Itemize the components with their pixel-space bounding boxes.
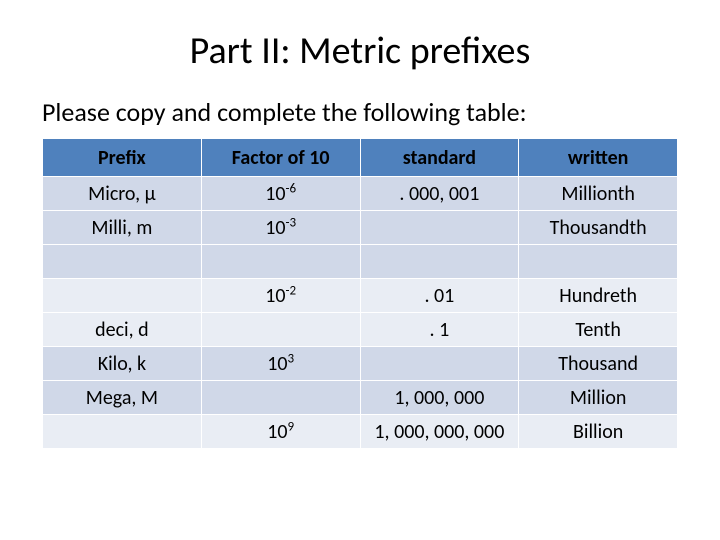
cell-prefix: Kilo, k: [43, 347, 202, 381]
cell-written: Thousandth: [519, 211, 678, 245]
cell-prefix: Micro, µ: [43, 177, 202, 211]
table-row: Milli, m10-3Thousandth: [43, 211, 678, 245]
col-written: written: [519, 139, 678, 177]
cell-standard: 1, 000, 000: [360, 381, 519, 415]
cell-factor: [201, 381, 360, 415]
factor-exponent: 9: [287, 419, 294, 434]
table-row: Kilo, k103Thousand: [43, 347, 678, 381]
table-row: [43, 245, 678, 279]
factor-exponent: 3: [287, 351, 294, 366]
cell-standard: . 000, 001: [360, 177, 519, 211]
cell-factor: 103: [201, 347, 360, 381]
factor-base: 10: [265, 182, 285, 206]
factor-base: 10: [265, 216, 285, 240]
factor-base: 10: [267, 352, 287, 376]
cell-prefix: deci, d: [43, 313, 202, 347]
table-row: Mega, M 1, 000, 000Million: [43, 381, 678, 415]
metric-prefix-table: Prefix Factor of 10 standard written Mic…: [42, 138, 678, 449]
table-row: deci, d . 1Tenth: [43, 313, 678, 347]
cell-standard: 1, 000, 000, 000: [360, 415, 519, 449]
cell-factor: 10-2: [201, 279, 360, 313]
table-row: 1091, 000, 000, 000Billion: [43, 415, 678, 449]
cell-standard: [360, 347, 519, 381]
table-row: 10-2. 01Hundreth: [43, 279, 678, 313]
page-title: Part II: Metric prefixes: [0, 28, 720, 74]
cell-factor: 10-6: [201, 177, 360, 211]
cell-prefix: [43, 245, 202, 279]
cell-standard: [360, 211, 519, 245]
cell-standard: . 01: [360, 279, 519, 313]
cell-written: Billion: [519, 415, 678, 449]
cell-prefix: [43, 415, 202, 449]
cell-written: Million: [519, 381, 678, 415]
cell-factor: 109: [201, 415, 360, 449]
cell-factor: 10-3: [201, 211, 360, 245]
table-row: Micro, µ10-6. 000, 001Millionth: [43, 177, 678, 211]
cell-standard: [360, 245, 519, 279]
cell-prefix: [43, 279, 202, 313]
cell-factor: [201, 245, 360, 279]
cell-factor: [201, 313, 360, 347]
page-subtitle: Please copy and complete the following t…: [0, 96, 720, 138]
factor-exponent: -3: [285, 215, 296, 230]
factor-exponent: -6: [285, 181, 296, 196]
cell-written: [519, 245, 678, 279]
table-header-row: Prefix Factor of 10 standard written: [43, 139, 678, 177]
table-body: Micro, µ10-6. 000, 001MillionthMilli, m1…: [43, 177, 678, 449]
cell-prefix: Milli, m: [43, 211, 202, 245]
col-standard: standard: [360, 139, 519, 177]
cell-written: Tenth: [519, 313, 678, 347]
cell-written: Hundreth: [519, 279, 678, 313]
cell-standard: . 1: [360, 313, 519, 347]
cell-written: Millionth: [519, 177, 678, 211]
cell-written: Thousand: [519, 347, 678, 381]
factor-base: 10: [267, 420, 287, 444]
factor-exponent: -2: [285, 283, 296, 298]
col-prefix: Prefix: [43, 139, 202, 177]
cell-prefix: Mega, M: [43, 381, 202, 415]
col-factor: Factor of 10: [201, 139, 360, 177]
factor-base: 10: [265, 284, 285, 308]
